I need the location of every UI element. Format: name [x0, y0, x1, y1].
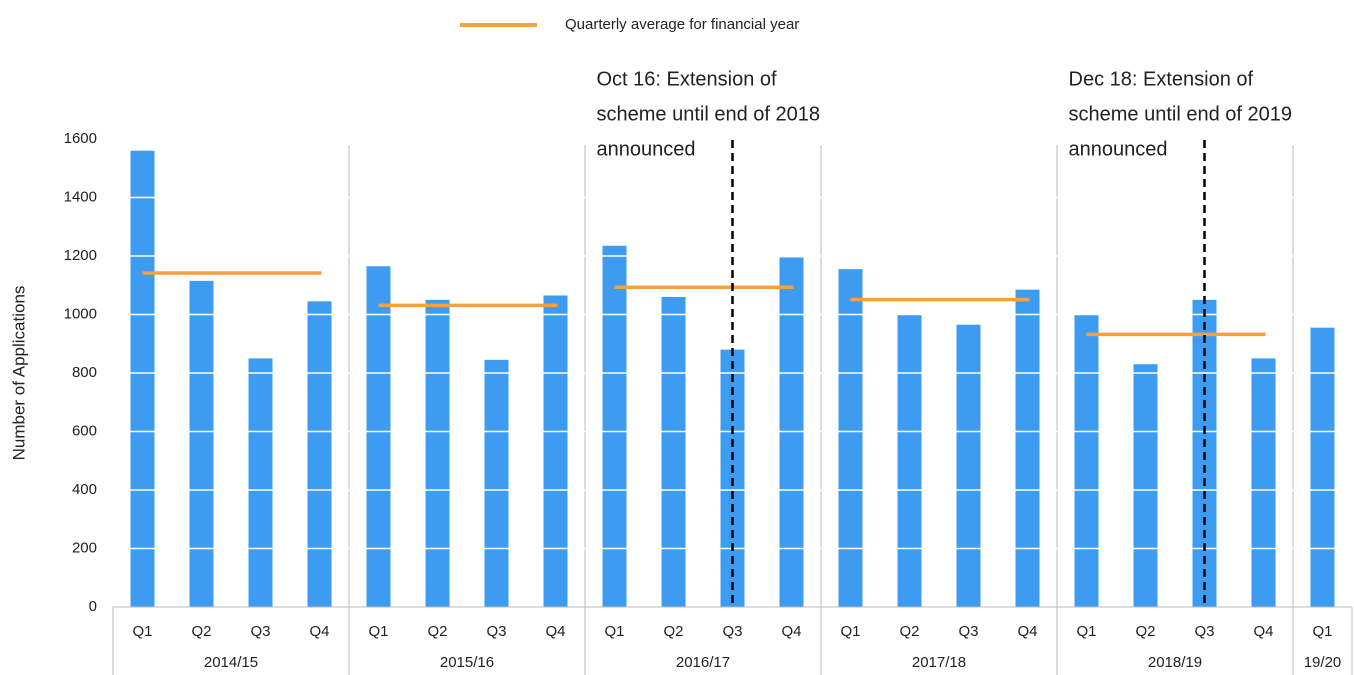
bar [366, 266, 391, 607]
legend-label: Quarterly average for financial year [565, 16, 799, 33]
x-tick-label: Q1 [132, 623, 152, 640]
y-tick-label: 0 [89, 598, 97, 615]
group-label: 19/20 [1304, 654, 1342, 671]
y-tick-label: 1600 [64, 130, 97, 147]
y-tick-label: 400 [72, 481, 97, 498]
y-tick-label: 200 [72, 539, 97, 556]
x-tick-label: Q3 [722, 623, 742, 640]
x-tick-label: Q3 [486, 623, 506, 640]
group-label: 2015/16 [440, 654, 494, 671]
y-axis-label: Number of Applications [9, 286, 28, 461]
x-tick-label: Q3 [250, 623, 270, 640]
x-tick-label: Q2 [1135, 623, 1155, 640]
x-tick-label: Q1 [368, 623, 388, 640]
x-tick-label: Q3 [958, 623, 978, 640]
bar [1310, 327, 1335, 607]
x-tick-label: Q1 [1312, 623, 1332, 640]
x-tick-label: Q4 [545, 623, 565, 640]
x-tick-label: Q4 [1253, 623, 1273, 640]
group-label: 2016/17 [676, 654, 730, 671]
group-label: 2018/19 [1148, 654, 1202, 671]
y-tick-label: 1000 [64, 305, 97, 322]
bar [1074, 314, 1099, 607]
y-tick-label: 1400 [64, 188, 97, 205]
x-tick-label: Q1 [840, 623, 860, 640]
x-tick-label: Q2 [427, 623, 447, 640]
bar [484, 359, 509, 607]
x-tick-label: Q1 [604, 623, 624, 640]
x-tick-label: Q2 [899, 623, 919, 640]
bar [189, 280, 214, 607]
y-tick-label: 600 [72, 422, 97, 439]
group-label: 2014/15 [204, 654, 258, 671]
x-tick-label: Q4 [1017, 623, 1037, 640]
annotation-text: scheme until end of 2019 [1069, 103, 1293, 125]
annotation-text: Oct 16: Extension of [597, 68, 778, 90]
x-tick-label: Q3 [1194, 623, 1214, 640]
bar [956, 324, 981, 607]
y-tick-label: 800 [72, 364, 97, 381]
bar [1133, 364, 1158, 607]
bar [425, 299, 450, 607]
annotation-text: scheme until end of 2018 [597, 103, 821, 125]
bar [543, 295, 568, 607]
annotation-text: announced [1069, 138, 1168, 160]
bar [248, 358, 273, 607]
x-tick-label: Q1 [1076, 623, 1096, 640]
bar [602, 245, 627, 607]
x-tick-label: Q2 [663, 623, 683, 640]
bar [130, 150, 155, 607]
annotation-text: Dec 18: Extension of [1069, 68, 1254, 90]
bar [307, 301, 332, 607]
bar [1251, 358, 1276, 607]
x-tick-label: Q2 [191, 623, 211, 640]
annotation-text: announced [597, 138, 696, 160]
x-tick-label: Q4 [309, 623, 329, 640]
bar [838, 269, 863, 607]
bar [1015, 289, 1040, 607]
bar [661, 296, 686, 607]
y-tick-label: 1200 [64, 247, 97, 264]
x-tick-label: Q4 [781, 623, 801, 640]
group-label: 2017/18 [912, 654, 966, 671]
bar [897, 314, 922, 607]
